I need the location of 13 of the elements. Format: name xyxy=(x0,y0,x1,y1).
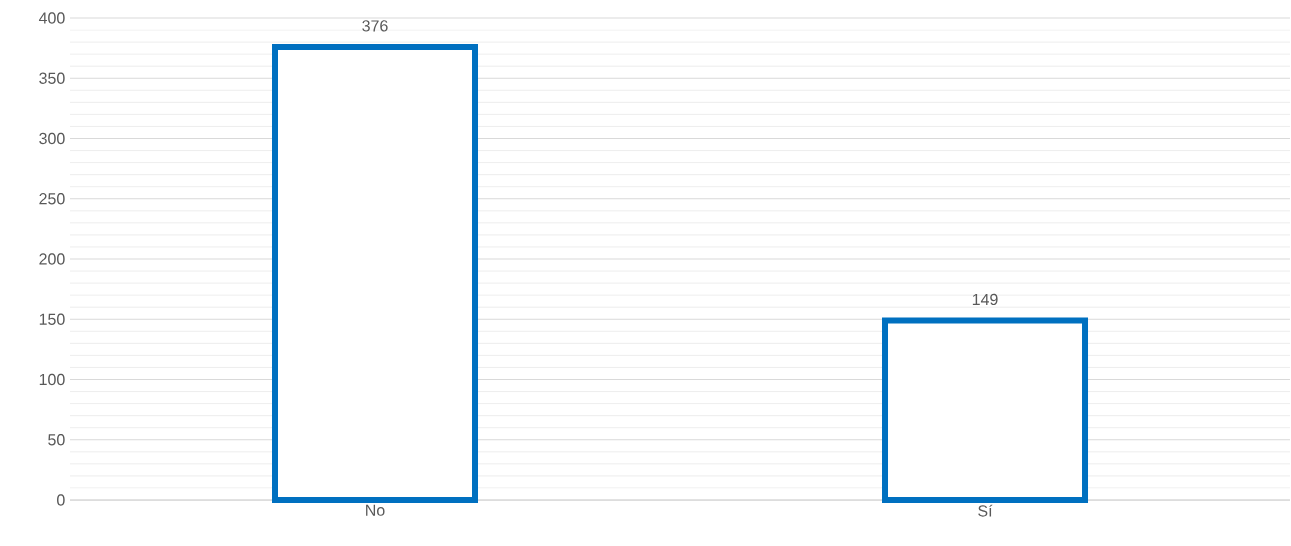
x-tick-label: Sí xyxy=(978,504,993,517)
x-tick-label: No xyxy=(366,504,385,516)
y-tick-label: 300 xyxy=(39,132,65,145)
y-tick-label: 200 xyxy=(39,253,65,265)
data-label: 149 xyxy=(972,293,998,306)
y-tick-label: 400 xyxy=(38,12,65,24)
y-tick-label: 250 xyxy=(39,193,65,205)
y-tick-label: 50 xyxy=(48,434,65,446)
y-tick-label: 150 xyxy=(39,313,65,325)
y-tick-label: 100 xyxy=(39,373,65,386)
data-label: 376 xyxy=(362,20,388,32)
y-tick-label: 0 xyxy=(57,494,65,506)
y-tick-label: 350 xyxy=(39,72,65,84)
